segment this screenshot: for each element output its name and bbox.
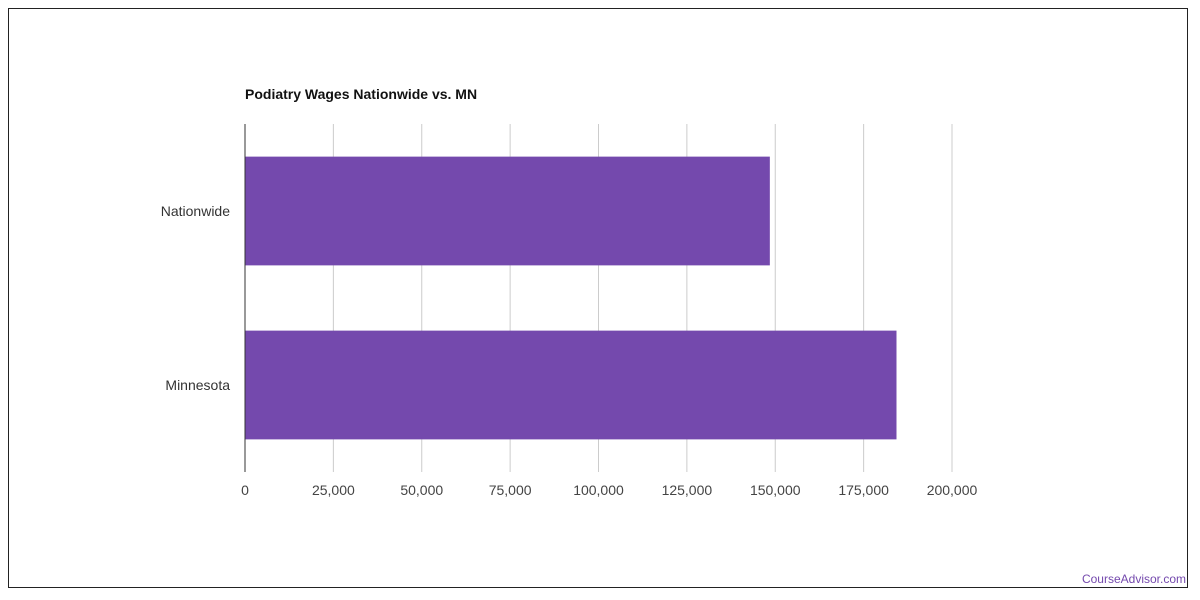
- bar-nationwide: [245, 156, 770, 266]
- x-tick-label: 125,000: [662, 482, 713, 498]
- x-tick-labels: 0 25,000 50,000 75,000 100,000 125,000 150,000…: [241, 482, 977, 498]
- chart-title: Podiatry Wages Nationwide vs. MN: [245, 86, 477, 102]
- x-tick-label: 50,000: [400, 482, 443, 498]
- category-label: Minnesota: [165, 377, 230, 393]
- x-tick-label: 100,000: [573, 482, 624, 498]
- x-tick-label: 150,000: [750, 482, 801, 498]
- x-tick-label: 175,000: [838, 482, 889, 498]
- watermark-text: CourseAdvisor.com: [1081, 572, 1186, 586]
- x-tick-label: 75,000: [489, 482, 532, 498]
- x-tick-label: 25,000: [312, 482, 355, 498]
- x-tick-label: 0: [241, 482, 249, 498]
- category-label: Nationwide: [161, 203, 230, 219]
- y-category-labels: Nationwide Minnesota: [161, 203, 230, 393]
- x-tick-label: 200,000: [927, 482, 978, 498]
- bars: [245, 156, 897, 440]
- bar-minnesota: [245, 330, 897, 440]
